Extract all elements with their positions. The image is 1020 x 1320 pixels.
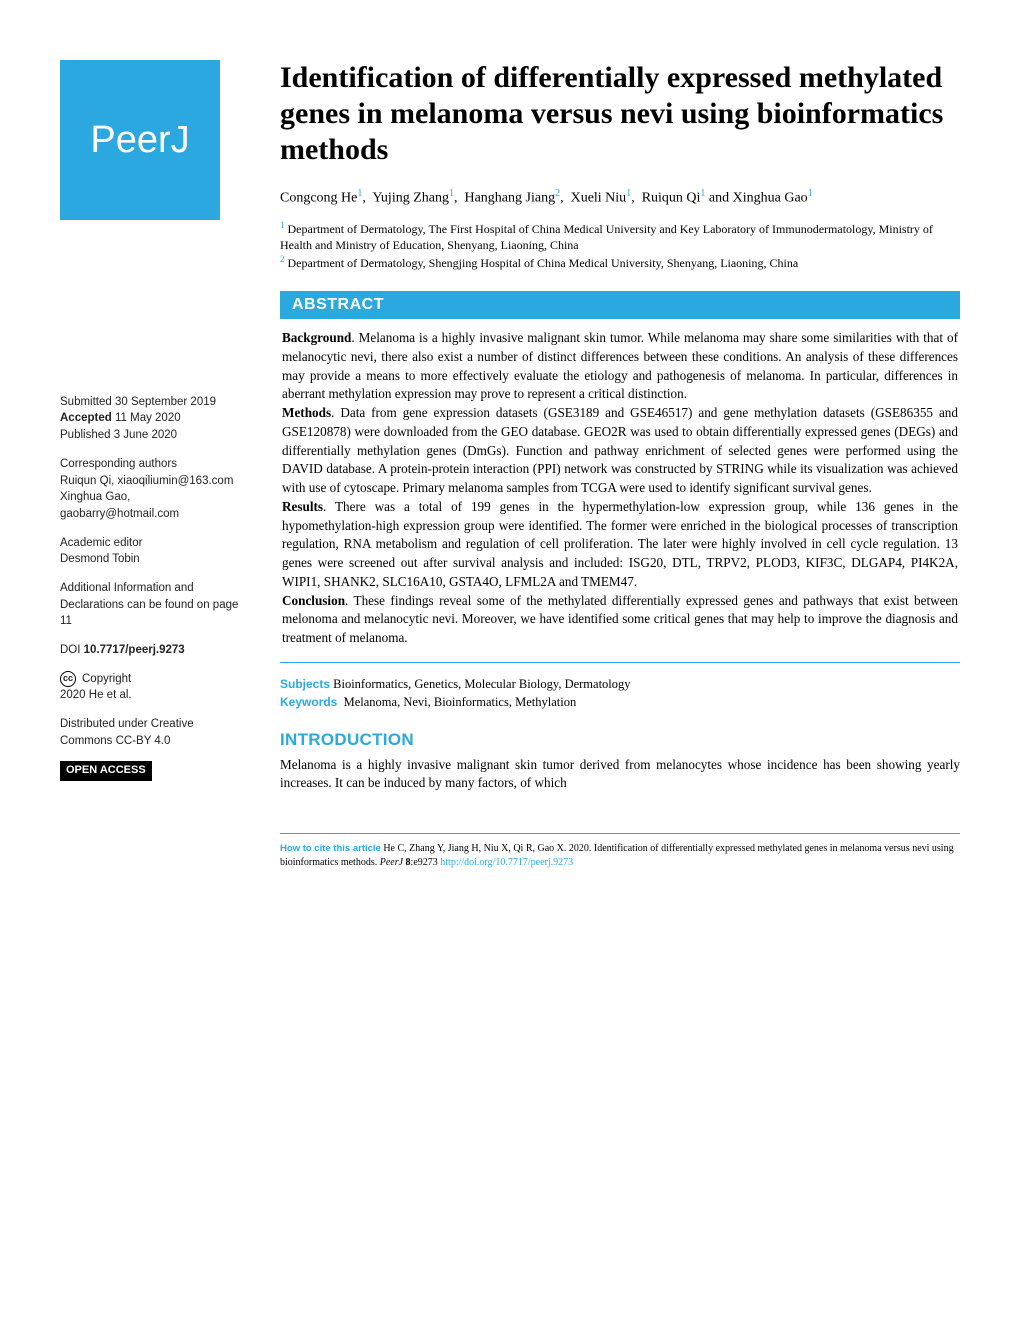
distributed-text: Distributed under Creative Commons CC-BY…: [60, 716, 240, 749]
abstract-body: Background. Melanoma is a highly invasiv…: [280, 319, 960, 662]
published-label: Published: [60, 429, 111, 441]
author: Xinghua Gao: [733, 191, 808, 206]
article-metadata: Submitted 30 September 2019 Accepted 11 …: [60, 394, 240, 793]
doi-value: 10.7717/peerj.9273: [84, 644, 185, 656]
doi-label: DOI: [60, 644, 80, 656]
journal-logo: PeerJ: [60, 60, 220, 220]
accepted-date: 11 May 2020: [115, 412, 181, 424]
submitted-label: Submitted: [60, 396, 112, 408]
cc-icon: cc: [60, 671, 76, 687]
author: Xueli Niu: [571, 191, 627, 206]
affiliations: 1Department of Dermatology, The First Ho…: [280, 219, 960, 272]
author: Yujing Zhang: [372, 191, 449, 206]
published-date: 3 June 2020: [114, 429, 177, 441]
corresponding-author-1: Ruiqun Qi, xiaoqiliumin@163.com: [60, 473, 240, 490]
introduction-header: INTRODUCTION: [280, 730, 960, 750]
corresponding-label: Corresponding authors: [60, 456, 240, 473]
accepted-label: Accepted: [60, 412, 112, 424]
doi-link[interactable]: http://doi.org/10.7717/peerj.9273: [440, 857, 573, 868]
author: Ruiqun Qi: [642, 191, 701, 206]
affiliation-1: Department of Dermatology, The First Hos…: [280, 222, 933, 252]
journal-logo-text: PeerJ: [90, 119, 189, 162]
keywords-line: Keywords Melanoma, Nevi, Bioinformatics,…: [280, 695, 960, 710]
author: Hanghang Jiang: [464, 191, 555, 206]
abstract-header: ABSTRACT: [280, 291, 960, 319]
editor-label: Academic editor: [60, 535, 240, 552]
copyright-text: 2020 He et al.: [60, 687, 240, 704]
submitted-date: 30 September 2019: [115, 396, 216, 408]
copyright-label: Copyright: [82, 671, 131, 688]
subjects-line: Subjects Bioinformatics, Genetics, Molec…: [280, 677, 960, 692]
affiliation-2: Department of Dermatology, Shengjing Hos…: [288, 256, 799, 270]
editor-name: Desmond Tobin: [60, 551, 240, 568]
corresponding-author-2: Xinghua Gao, gaobarry@hotmail.com: [60, 489, 240, 522]
open-access-badge: OPEN ACCESS: [60, 761, 152, 781]
author: Congcong He: [280, 191, 357, 206]
article-title: Identification of differentially express…: [280, 60, 960, 168]
citation-footer: How to cite this article He C, Zhang Y, …: [280, 833, 960, 869]
author-list: Congcong He1, Yujing Zhang1, Hanghang Ji…: [280, 186, 960, 209]
additional-info: Additional Information and Declarations …: [60, 580, 240, 630]
introduction-body: Melanoma is a highly invasive malignant …: [280, 756, 960, 793]
